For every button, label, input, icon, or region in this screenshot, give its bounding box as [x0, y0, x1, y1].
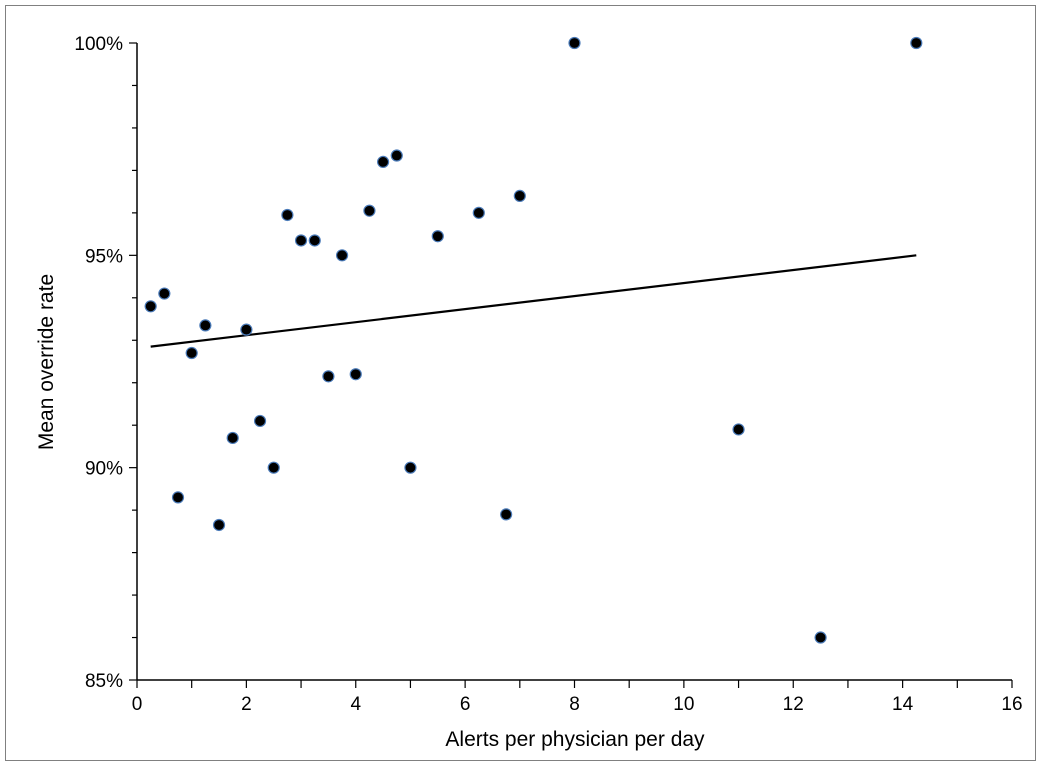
data-point	[158, 287, 171, 300]
data-point	[144, 300, 157, 313]
data-point	[376, 155, 390, 169]
data-point	[568, 36, 581, 50]
data-point	[308, 234, 321, 247]
data-point	[212, 518, 226, 532]
data-point	[199, 319, 212, 332]
y-tick-label: 100%	[74, 34, 123, 55]
chart-frame-border	[5, 5, 1036, 761]
data-point	[349, 368, 362, 381]
x-tick-label: 2	[241, 694, 252, 715]
x-tick-label: 0	[132, 694, 143, 715]
x-tick-label: 12	[783, 694, 804, 715]
data-point	[322, 370, 335, 383]
data-point	[363, 204, 376, 217]
data-point	[335, 249, 349, 262]
data-point	[185, 346, 198, 360]
data-point	[226, 431, 239, 445]
data-point	[390, 149, 403, 162]
data-point	[171, 491, 185, 504]
x-axis-label: Alerts per physician per day	[445, 728, 705, 751]
trendline	[150, 254, 917, 348]
x-tick-label: 16	[1001, 694, 1022, 715]
data-point	[472, 206, 485, 219]
data-point	[240, 323, 253, 336]
x-tick-label: 4	[350, 694, 361, 715]
data-point	[814, 631, 827, 644]
x-tick-label: 8	[569, 694, 580, 715]
x-tick-label: 14	[892, 694, 914, 715]
data-point	[267, 461, 280, 474]
y-tick-label: 90%	[85, 459, 123, 480]
data-point	[732, 423, 745, 436]
y-tick-label: 85%	[85, 671, 123, 692]
x-tick-label: 6	[460, 694, 471, 715]
data-point	[431, 230, 444, 243]
data-point	[513, 189, 526, 202]
x-tick-label: 10	[673, 694, 694, 715]
data-point	[500, 508, 513, 521]
y-tick-label: 95%	[85, 246, 123, 267]
points-group	[144, 36, 923, 644]
data-point	[253, 414, 267, 428]
data-point	[281, 208, 294, 222]
data-point	[404, 461, 417, 474]
trendline-group	[150, 254, 917, 348]
data-point	[910, 36, 923, 50]
y-axis-label: Mean override rate	[35, 274, 58, 450]
ticks: 0 2 4 6 8 10 12 14 16 85% 90% 95% 100%	[74, 34, 1022, 715]
data-point	[294, 234, 308, 247]
axes	[136, 43, 1012, 681]
